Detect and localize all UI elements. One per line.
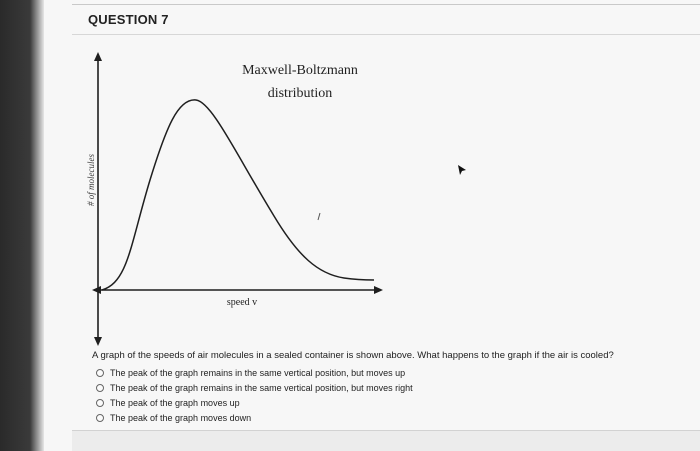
graph-title-line1: Maxwell-Boltzmann	[242, 63, 358, 78]
top-divider	[72, 4, 700, 5]
radio-button[interactable]	[96, 368, 104, 377]
graph-title-line2: distribution	[268, 86, 333, 101]
question-prompt: A graph of the speeds of air molecules i…	[92, 350, 614, 361]
title-divider	[72, 34, 700, 35]
y-axis-label: # of molecules	[86, 154, 96, 206]
x-axis-left-arrow	[92, 286, 101, 294]
bottom-divider	[72, 430, 700, 431]
answer-option-label: The peak of the graph moves down	[110, 412, 252, 423]
radio-button[interactable]	[96, 383, 104, 392]
answer-option[interactable]: The peak of the graph remains in the sam…	[96, 380, 413, 395]
next-question-area	[72, 431, 700, 451]
radio-button[interactable]	[96, 398, 104, 407]
maxwell-boltzmann-graph: Maxwell-Boltzmann distribution # of mole…	[86, 52, 383, 346]
answer-option[interactable]: The peak of the graph moves down	[96, 410, 413, 425]
question-title: QUESTION 7	[88, 12, 169, 27]
answer-options: The peak of the graph remains in the sam…	[96, 365, 413, 425]
radio-button[interactable]	[96, 413, 104, 422]
distribution-curve	[101, 99, 375, 291]
answer-option[interactable]: The peak of the graph moves up	[96, 395, 413, 410]
y-axis-up-arrow	[94, 52, 102, 61]
y-axis-down-arrow	[94, 337, 102, 346]
pen-mark	[317, 212, 321, 221]
answer-option-label: The peak of the graph moves up	[110, 397, 240, 408]
x-axis-label: speed v	[227, 297, 257, 308]
answer-option-label: The peak of the graph remains in the sam…	[110, 367, 406, 378]
answer-option-label: The peak of the graph remains in the sam…	[110, 382, 413, 393]
mouse-cursor-icon	[458, 165, 466, 175]
answer-option[interactable]: The peak of the graph remains in the sam…	[96, 365, 413, 380]
question-card	[44, 0, 700, 451]
x-axis-right-arrow	[374, 286, 383, 294]
